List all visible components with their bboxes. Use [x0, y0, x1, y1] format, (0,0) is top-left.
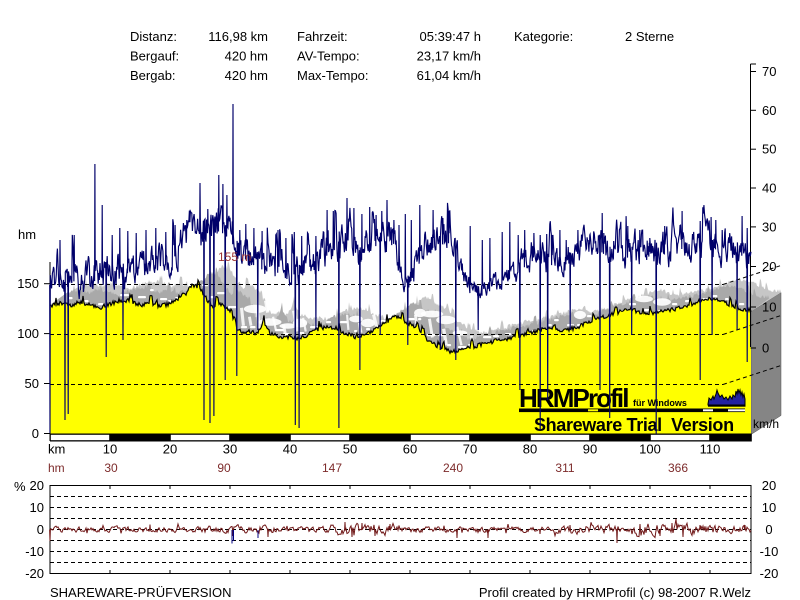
- svg-text:50: 50: [25, 376, 39, 391]
- svg-text:hm: hm: [18, 227, 36, 242]
- svg-text:Kategorie:: Kategorie:: [514, 29, 573, 44]
- svg-text:116,98 km: 116,98 km: [208, 29, 268, 44]
- svg-text:-20: -20: [25, 566, 44, 581]
- svg-text:20: 20: [762, 478, 776, 493]
- svg-text:100: 100: [17, 326, 39, 341]
- svg-text:60: 60: [403, 442, 417, 457]
- svg-text:150: 150: [17, 276, 39, 291]
- svg-text:Distanz:: Distanz:: [130, 29, 177, 44]
- svg-text:30: 30: [223, 442, 237, 457]
- svg-text:70: 70: [762, 64, 776, 79]
- svg-text:40: 40: [762, 181, 776, 196]
- svg-text:%: %: [14, 479, 26, 494]
- svg-text:hm: hm: [48, 461, 65, 475]
- svg-text:AV-Tempo:: AV-Tempo:: [297, 49, 360, 64]
- svg-text:61,04 km/h: 61,04 km/h: [417, 68, 481, 83]
- svg-text:Bergab:: Bergab:: [130, 68, 176, 83]
- svg-text:HRMProfil: HRMProfil: [519, 383, 628, 413]
- svg-text:311: 311: [555, 461, 574, 475]
- svg-text:Bergauf:: Bergauf:: [130, 49, 179, 64]
- svg-text:Shareware Trial Version: Shareware Trial Version: [534, 415, 734, 435]
- svg-text:60: 60: [762, 103, 776, 118]
- svg-text:110: 110: [700, 442, 721, 457]
- svg-text:40: 40: [283, 442, 297, 457]
- svg-text:30: 30: [762, 219, 776, 234]
- svg-text:420 hm: 420 hm: [225, 68, 268, 83]
- svg-text:Fahrzeit:: Fahrzeit:: [297, 29, 348, 44]
- svg-text:2 Sterne: 2 Sterne: [625, 29, 674, 44]
- svg-text:10: 10: [762, 300, 776, 315]
- svg-text:20: 20: [30, 478, 44, 493]
- svg-text:50: 50: [762, 142, 776, 157]
- svg-text:147: 147: [322, 461, 342, 475]
- svg-text:Profil created by HRMProfil (c: Profil created by HRMProfil (c) 98-2007 …: [479, 585, 751, 600]
- svg-text:100: 100: [639, 442, 661, 457]
- svg-text:90: 90: [583, 442, 597, 457]
- svg-text:0: 0: [37, 522, 44, 537]
- svg-text:SHAREWARE-PRÜFVERSION: SHAREWARE-PRÜFVERSION: [50, 585, 232, 600]
- svg-text:30: 30: [104, 461, 118, 475]
- svg-text:0: 0: [762, 341, 769, 356]
- svg-text:05:39:47 h: 05:39:47 h: [420, 29, 481, 44]
- svg-text:0: 0: [32, 426, 39, 441]
- svg-text:km: km: [48, 442, 65, 457]
- svg-text:50: 50: [343, 442, 357, 457]
- svg-text:70: 70: [463, 442, 477, 457]
- svg-text:10: 10: [762, 500, 776, 515]
- svg-text:Max-Tempo:: Max-Tempo:: [297, 68, 369, 83]
- svg-text:-10: -10: [760, 544, 779, 559]
- svg-text:366: 366: [668, 461, 688, 475]
- svg-text:20: 20: [163, 442, 177, 457]
- svg-text:für Windows: für Windows: [633, 398, 687, 408]
- svg-text:0: 0: [765, 522, 772, 537]
- svg-text:155 m: 155 m: [218, 250, 251, 264]
- svg-text:240: 240: [443, 461, 463, 475]
- svg-text:-10: -10: [25, 544, 44, 559]
- svg-text:90: 90: [217, 461, 231, 475]
- svg-text:23,17 km/h: 23,17 km/h: [417, 49, 481, 64]
- svg-text:10: 10: [103, 442, 117, 457]
- svg-text:10: 10: [30, 500, 44, 515]
- svg-text:km/h: km/h: [753, 417, 779, 431]
- svg-text:80: 80: [523, 442, 537, 457]
- svg-text:-20: -20: [760, 566, 779, 581]
- svg-text:420 hm: 420 hm: [225, 49, 268, 64]
- svg-text:20: 20: [762, 259, 776, 274]
